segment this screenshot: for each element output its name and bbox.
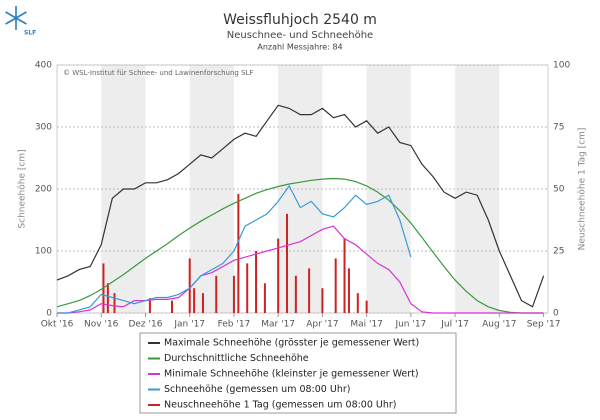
bar [255, 251, 258, 313]
bar [188, 258, 191, 313]
bar [308, 268, 311, 313]
x-tick-label: Mar '17 [261, 320, 295, 330]
credit: © WSL-Institut für Schnee- und Lawinenfo… [63, 69, 253, 77]
bar [237, 193, 240, 313]
bar [347, 268, 350, 313]
x-tick-label: Aug '17 [482, 320, 516, 330]
legend-label: Neuschneehöhe 1 Tag (gemessen um 08:00 U… [164, 400, 397, 411]
month-band [278, 65, 323, 313]
bar [201, 293, 204, 313]
x-tick-label: Jul '17 [440, 320, 469, 330]
chart-subtitle: Anzahl Messjahre: 84 [257, 43, 342, 52]
legend-label: Durchschnittliche Schneehöhe [164, 353, 309, 364]
y2-tick-label: 100 [553, 61, 570, 71]
legend-label: Maximale Schneehöhe (grösster je gemesse… [164, 338, 419, 349]
bar [148, 298, 151, 313]
chart-subtitle: Neuschnee- und Schneehöhe [227, 30, 373, 41]
bar [113, 293, 116, 313]
bar [215, 275, 218, 313]
bar [343, 238, 346, 313]
series-line [57, 225, 544, 314]
logo [5, 6, 27, 30]
x-tick-label: Okt '16 [41, 320, 74, 330]
bar [263, 283, 266, 313]
y-tick-label: 0 [46, 309, 52, 319]
y2-axis-title: Neuschneehöhe 1 Tag [cm] [578, 128, 588, 251]
x-tick-label: Dez '16 [128, 320, 162, 330]
y2-tick-label: 25 [553, 247, 564, 257]
y2-tick-label: 0 [553, 309, 559, 319]
y2-tick-label: 75 [553, 123, 564, 133]
x-tick-label: Apr '17 [306, 320, 338, 330]
bar [277, 238, 280, 313]
y-tick-label: 100 [35, 247, 52, 257]
series-line [56, 104, 545, 308]
y2-tick-label: 50 [553, 185, 565, 195]
bar [321, 288, 324, 313]
bar [232, 275, 235, 313]
series-line [57, 184, 412, 314]
bar [365, 300, 368, 313]
x-tick-label: Mai '17 [350, 320, 383, 330]
bar [294, 275, 297, 313]
x-tick-label: Jan '17 [173, 320, 205, 330]
bar [106, 283, 109, 313]
bar [193, 288, 196, 313]
bar [286, 213, 289, 313]
y-tick-label: 400 [35, 61, 52, 71]
legend-label: Schneehöhe (gemessen um 08:00 Uhr) [164, 384, 350, 395]
y-tick-label: 200 [35, 185, 52, 195]
bar [171, 300, 174, 313]
bar [334, 258, 337, 313]
plot-area: © WSL-Institut für Schnee- und Lawinenfo… [56, 64, 549, 314]
x-tick-label: Feb '17 [218, 320, 251, 330]
bar [356, 293, 359, 313]
x-tick-label: Sep '17 [527, 320, 561, 330]
legend [139, 332, 457, 414]
y-axis-title: Schneehöhe [cm] [18, 149, 28, 228]
y-tick-label: 300 [35, 123, 52, 133]
bar [246, 263, 249, 313]
x-tick-label: Nov '16 [84, 320, 119, 330]
series-line [56, 177, 544, 314]
month-band [189, 65, 234, 313]
legend-label: Minimale Schneehöhe (kleinster je gemess… [164, 369, 419, 380]
logo-text: SLF [24, 30, 36, 37]
chart-title: Weissfluhjoch 2540 m [223, 12, 377, 28]
x-tick-label: Jun '17 [394, 320, 426, 330]
